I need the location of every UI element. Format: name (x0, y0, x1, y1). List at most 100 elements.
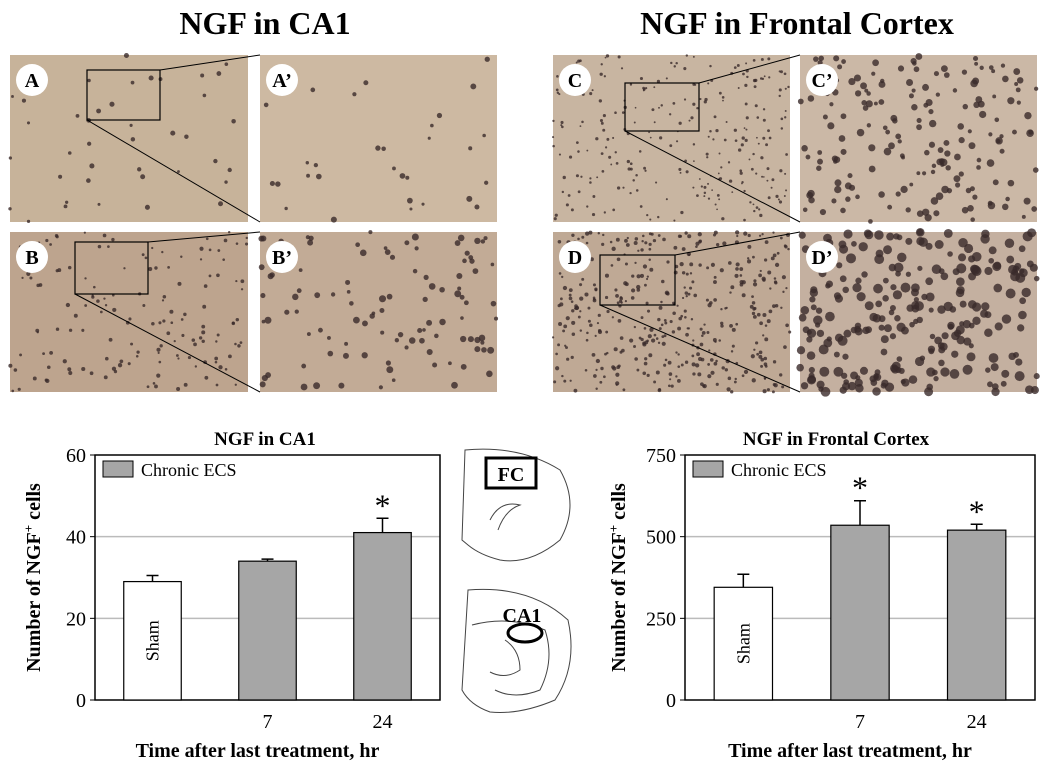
cell (394, 338, 400, 343)
cell (943, 72, 950, 78)
cell (695, 241, 700, 246)
cell (760, 364, 764, 368)
y-tick-label: 40 (66, 527, 86, 549)
cell (591, 89, 594, 92)
cell (769, 287, 772, 290)
cell (847, 173, 853, 179)
cell (730, 350, 734, 353)
cell (991, 387, 1000, 397)
cell (647, 334, 652, 339)
cell (661, 341, 666, 346)
cell (763, 356, 768, 361)
cell (561, 125, 564, 129)
cell (717, 172, 720, 175)
zoom-line (599, 304, 801, 393)
cell (749, 304, 754, 309)
cell (869, 375, 877, 383)
cell (615, 237, 620, 242)
cell (585, 241, 589, 245)
cell (478, 334, 486, 342)
cell (880, 348, 888, 356)
cell (718, 152, 721, 155)
cell (986, 159, 995, 167)
cell (716, 208, 718, 211)
cell (93, 285, 96, 289)
cell (722, 99, 724, 102)
cell (908, 93, 914, 99)
cell (767, 129, 770, 133)
cell (234, 342, 237, 346)
cell (634, 357, 638, 361)
cell (54, 234, 59, 238)
error-bar (146, 574, 159, 582)
cell (711, 189, 713, 191)
cell (994, 117, 1000, 123)
y-axis-label-part: cells (608, 483, 630, 525)
cell (562, 329, 566, 333)
cell (1012, 129, 1017, 135)
cell (205, 237, 209, 241)
cell (837, 64, 843, 70)
cell (557, 240, 562, 244)
cell (643, 361, 648, 366)
cell (774, 262, 780, 267)
cell (399, 173, 406, 179)
cell (1005, 196, 1010, 202)
cell (58, 174, 63, 179)
cell (751, 301, 756, 305)
cell (889, 333, 897, 340)
cell (314, 292, 321, 299)
y-axis-label-part: cells (23, 483, 45, 525)
cell (595, 137, 599, 141)
cell (743, 127, 746, 129)
cell (483, 236, 488, 241)
cell (762, 118, 766, 122)
cell (923, 102, 929, 108)
cell (638, 150, 642, 153)
cell (906, 304, 914, 312)
cell (889, 304, 896, 311)
cell (561, 275, 564, 279)
cell (222, 258, 225, 261)
cell (947, 321, 955, 330)
cell (275, 181, 281, 187)
cell (157, 351, 160, 355)
cell (162, 294, 167, 299)
cell (713, 115, 717, 119)
cell (729, 323, 733, 328)
cell (663, 334, 667, 338)
cell (643, 166, 647, 170)
cell (636, 288, 641, 292)
cell (194, 365, 198, 368)
cell (240, 288, 244, 291)
cell (749, 201, 752, 204)
cell (684, 360, 689, 364)
cell (648, 353, 653, 358)
cell (599, 380, 603, 384)
cell (734, 273, 739, 278)
cell (610, 163, 613, 166)
cell (836, 262, 843, 269)
cell (861, 100, 867, 106)
cell (140, 174, 146, 180)
cell (1000, 63, 1006, 68)
cell (871, 71, 876, 76)
cell (747, 244, 752, 249)
bar-label: Sham (733, 623, 753, 664)
cell (780, 117, 784, 121)
cell (941, 185, 949, 194)
cell (649, 218, 652, 221)
cell (378, 295, 387, 303)
cell (695, 363, 700, 368)
cell (938, 268, 945, 275)
cell (729, 291, 732, 294)
cell (626, 236, 629, 240)
cell (417, 327, 423, 334)
cell (698, 263, 702, 267)
cell (905, 237, 913, 245)
cell (756, 136, 758, 139)
cell (743, 218, 746, 222)
y-axis-label-part: Number of NGF (23, 532, 45, 672)
panel-badge (559, 241, 591, 273)
cell (840, 148, 847, 155)
